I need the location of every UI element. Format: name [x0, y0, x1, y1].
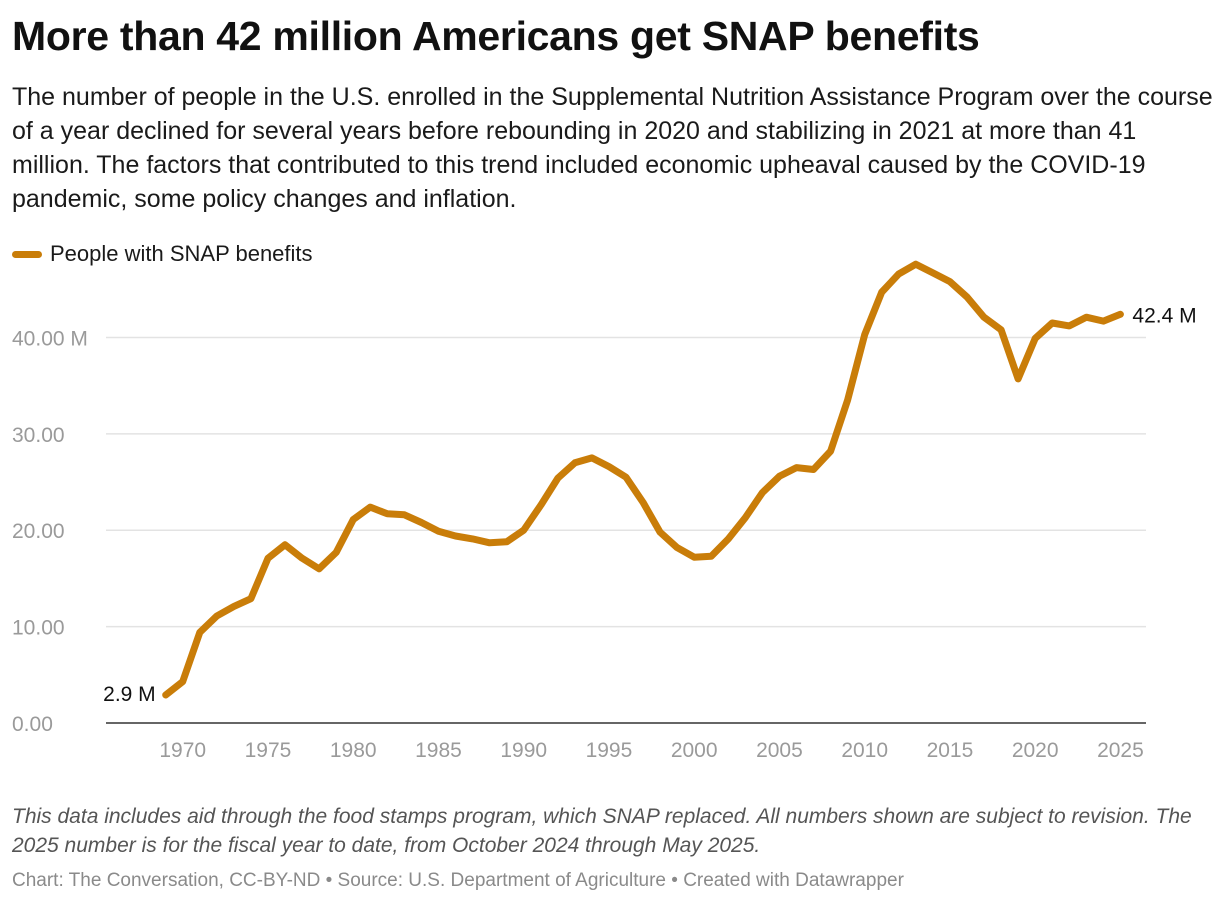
- x-tick-label: 2010: [841, 739, 888, 762]
- data-point: [1015, 375, 1022, 382]
- x-tick-label: 2000: [671, 739, 718, 762]
- data-point: [554, 475, 561, 482]
- data-point: [333, 549, 340, 556]
- y-tick-label: 0.00: [12, 713, 53, 736]
- data-point: [1117, 311, 1124, 318]
- x-tick-label: 2025: [1097, 739, 1144, 762]
- data-point: [1083, 314, 1090, 321]
- data-point: [401, 511, 408, 518]
- data-point: [162, 692, 169, 699]
- data-point: [759, 489, 766, 496]
- data-point: [963, 293, 970, 300]
- data-point: [588, 454, 595, 461]
- data-point: [213, 613, 220, 620]
- data-point: [247, 595, 254, 602]
- chart-description: The number of people in the U.S. enrolle…: [12, 83, 1213, 213]
- data-point: [810, 466, 817, 473]
- gridlines: [106, 336, 1146, 724]
- series-line: [162, 260, 1124, 699]
- legend-label: People with SNAP benefits: [50, 241, 313, 266]
- data-point: [350, 516, 357, 523]
- x-tick-label: 1995: [586, 739, 633, 762]
- x-tick-label: 1970: [159, 739, 206, 762]
- data-point: [571, 459, 578, 466]
- data-point: [878, 289, 885, 296]
- data-point: [469, 535, 476, 542]
- x-tick-label: 1990: [500, 739, 547, 762]
- data-point: [657, 529, 664, 536]
- data-point: [179, 678, 186, 685]
- data-point: [299, 555, 306, 562]
- data-point: [895, 270, 902, 277]
- data-point: [912, 261, 919, 268]
- data-point: [486, 539, 493, 546]
- x-tick-label: 2015: [927, 739, 974, 762]
- data-point: [844, 397, 851, 404]
- data-point: [691, 554, 698, 561]
- data-point: [827, 448, 834, 455]
- x-tick-label: 1975: [245, 739, 292, 762]
- data-point: [998, 326, 1005, 333]
- y-tick-label: 10.00: [12, 617, 65, 640]
- data-point: [418, 519, 425, 526]
- chart-credit: Chart: The Conversation, CC-BY-ND • Sour…: [12, 870, 904, 891]
- x-tick-label: 2020: [1012, 739, 1059, 762]
- data-point: [537, 502, 544, 509]
- data-point: [981, 314, 988, 321]
- data-point: [196, 629, 203, 636]
- y-tick-label: 20.00: [12, 520, 65, 543]
- data-point: [264, 555, 271, 562]
- data-point: [793, 464, 800, 471]
- legend: People with SNAP benefits: [12, 240, 313, 268]
- data-point: [1049, 320, 1056, 327]
- y-tick-label: 40.00 M: [12, 327, 88, 350]
- data-point: [520, 527, 527, 534]
- data-point: [623, 474, 630, 481]
- data-point: [742, 514, 749, 521]
- y-tick-label: 30.00: [12, 424, 65, 447]
- x-tick-label: 1985: [415, 739, 462, 762]
- data-point: [452, 533, 459, 540]
- data-point: [384, 510, 391, 517]
- chart-notes: This data includes aid through the food …: [12, 805, 1192, 857]
- x-tick-label: 2005: [756, 739, 803, 762]
- data-point: [435, 528, 442, 535]
- data-point: [316, 565, 323, 572]
- data-point: [1032, 335, 1039, 342]
- series-layer: [162, 260, 1124, 699]
- data-point: [605, 463, 612, 470]
- y-axis-ticks: 0.00 10.00 20.00 30.00 40.00 M: [12, 327, 88, 736]
- data-point: [367, 504, 374, 511]
- data-point: [503, 538, 510, 545]
- data-point: [1066, 322, 1073, 329]
- data-point: [282, 541, 289, 548]
- data-point: [1100, 318, 1107, 325]
- data-point: [776, 473, 783, 480]
- data-point: [861, 331, 868, 338]
- x-axis-ticks: 1970 1975 1980 1985 1990 1995 2000 2005 2010 2015…: [159, 739, 1143, 762]
- legend-swatch: [12, 250, 42, 258]
- data-point: [674, 544, 681, 551]
- end-value-label: 42.4 M: [1132, 304, 1196, 327]
- data-point: [640, 499, 647, 506]
- annotations: 2.9 M 42.4 M: [103, 304, 1196, 706]
- data-point: [708, 553, 715, 560]
- data-point: [725, 535, 732, 542]
- chart-title: More than 42 million Americans get SNAP …: [12, 13, 980, 59]
- data-point: [929, 269, 936, 276]
- x-tick-label: 1980: [330, 739, 377, 762]
- data-point: [946, 278, 953, 285]
- start-value-label: 2.9 M: [103, 683, 156, 706]
- data-point: [230, 603, 237, 610]
